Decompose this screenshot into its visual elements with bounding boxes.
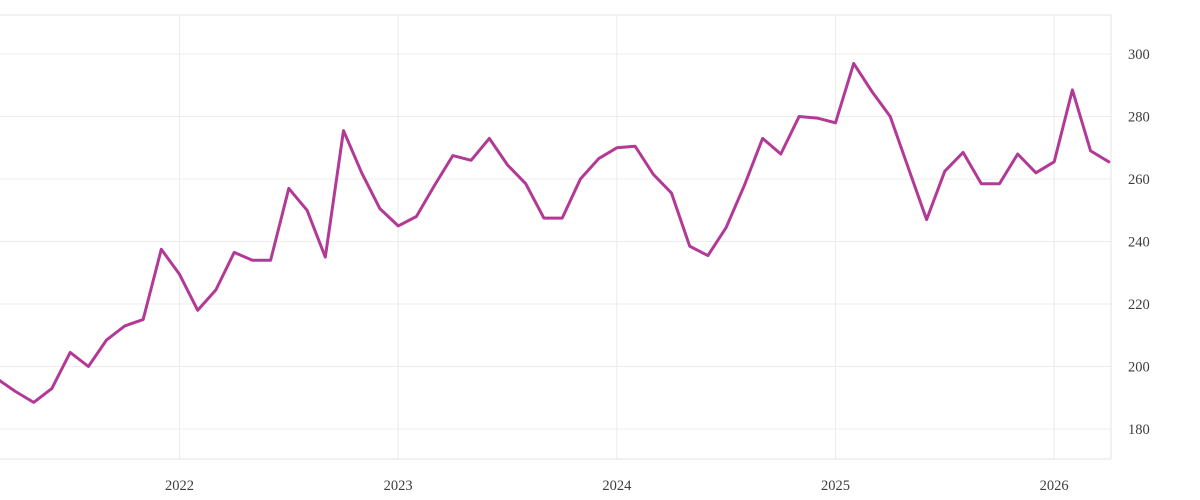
x-axis-tick-label: 2022 (165, 478, 194, 494)
y-axis-tick-label: 300 (1128, 47, 1150, 63)
x-axis-tick-label: 2025 (821, 478, 850, 494)
y-axis-tick-label: 280 (1128, 110, 1150, 126)
plot-area[interactable] (0, 15, 1111, 459)
y-axis-tick-label: 180 (1128, 422, 1150, 438)
y-axis-tick-label: 240 (1128, 235, 1150, 251)
y-axis-tick-label: 260 (1128, 172, 1150, 188)
x-axis-tick-label: 2026 (1040, 478, 1069, 494)
series-line (0, 61, 1111, 404)
x-axis-tick-label: 2023 (384, 478, 413, 494)
y-axis-tick-label: 220 (1128, 297, 1150, 313)
y-axis-tick-label: 200 (1128, 360, 1150, 376)
x-axis-tick-label: 2024 (602, 478, 632, 494)
